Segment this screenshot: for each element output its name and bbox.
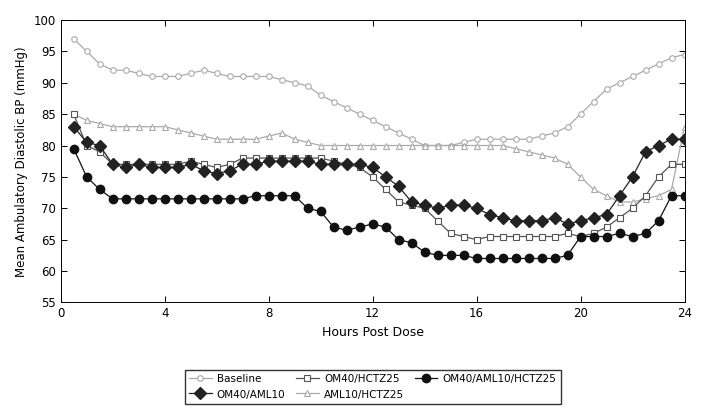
- X-axis label: Hours Post Dose: Hours Post Dose: [322, 326, 423, 339]
- Y-axis label: Mean Ambulatory Diastolic BP (mmHg): Mean Ambulatory Diastolic BP (mmHg): [15, 46, 28, 276]
- Legend: Baseline, OM40/AML10, OM40/HCTZ25, AML10/HCTZ25, OM40/AML10/HCTZ25: Baseline, OM40/AML10, OM40/HCTZ25, AML10…: [185, 370, 561, 404]
